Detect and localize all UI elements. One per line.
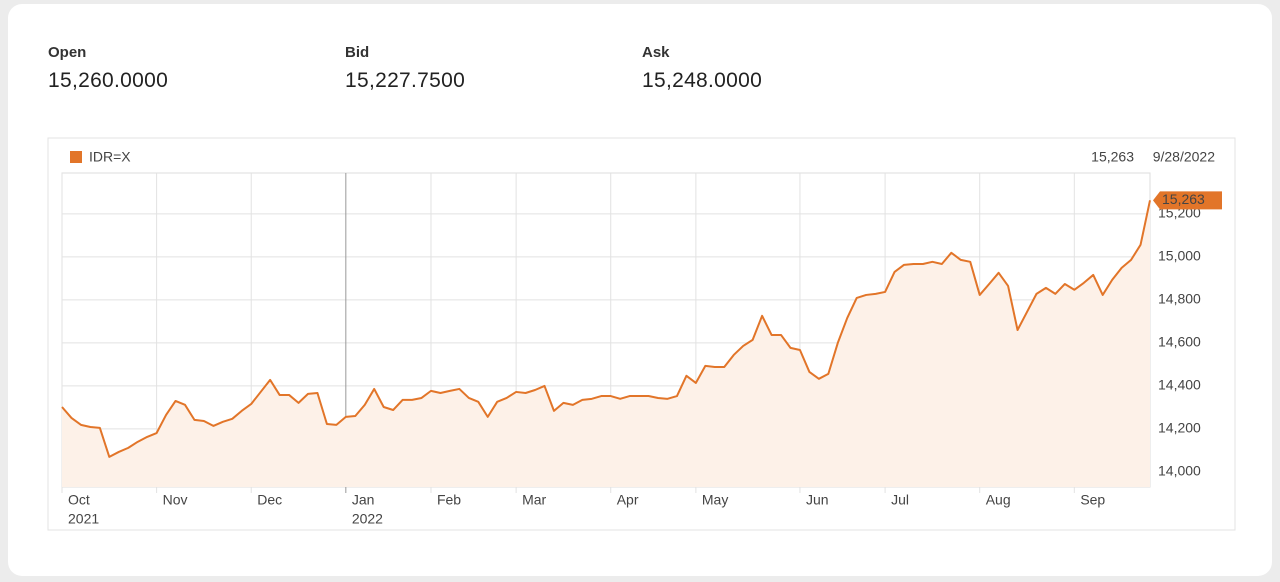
quote-stat: Open 15,260.0000: [48, 44, 168, 93]
x-tick-label: Dec: [257, 492, 282, 508]
stat-label: Open: [48, 44, 87, 61]
x-tick-label: Jun: [806, 492, 829, 508]
y-tick-label: 14,800: [1158, 291, 1201, 307]
x-tick-label: Feb: [437, 492, 461, 508]
x-tick-label: Sep: [1080, 492, 1105, 508]
area-fill: [62, 200, 1150, 487]
x-tick-label: Apr: [617, 492, 639, 508]
last-date: 9/28/2022: [1153, 149, 1215, 165]
stat-value: 15,227.7500: [345, 69, 466, 92]
legend-label: IDR=X: [89, 149, 131, 165]
x-tick-label: May: [702, 492, 728, 508]
stat-label: Bid: [345, 44, 370, 61]
x-tick-label: Jul: [891, 492, 909, 508]
x-tick-label: Mar: [522, 492, 546, 508]
price-line: [61, 200, 1151, 458]
x-tick-label: Oct: [68, 492, 90, 508]
y-tick-label: 14,600: [1158, 334, 1201, 350]
quote-stat: Ask 15,248.0000: [642, 44, 762, 93]
x-tick-label: Nov: [163, 492, 188, 508]
x-tick-year: 2021: [68, 511, 99, 527]
x-tick-year: 2022: [352, 511, 383, 527]
last-value-header: 15,263: [1091, 149, 1134, 165]
last-value-tag: [1153, 191, 1222, 210]
stat-value: 15,248.0000: [642, 69, 763, 92]
quote-stat: Bid 15,227.7500: [345, 44, 465, 93]
x-tick-label: Aug: [986, 492, 1011, 508]
y-tick-label: 14,200: [1158, 420, 1201, 436]
y-tick-label: 14,000: [1158, 463, 1201, 479]
legend-swatch: [70, 151, 82, 163]
y-tick-label: 14,400: [1158, 377, 1201, 393]
stat-label: Ask: [642, 44, 670, 61]
last-value-label: 15,263: [1162, 191, 1205, 207]
stat-value: 15,260.0000: [48, 69, 169, 92]
y-tick-label: 15,000: [1158, 248, 1201, 264]
x-tick-label: Jan: [352, 492, 375, 508]
